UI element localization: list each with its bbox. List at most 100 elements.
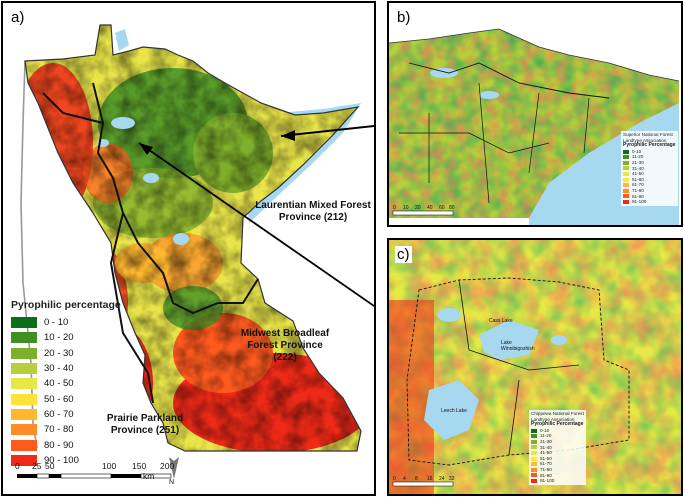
north-arrow-a [169,457,179,479]
panel-b-scale-tick: 0 [393,205,396,211]
legend-a-label: 40 - 50 [44,378,74,390]
lake-label-leech: Leech Lake [441,408,467,414]
panel-b-scale-tick: 40 [427,205,433,211]
legend-c-assoc: Landtype Association [531,416,575,422]
scale-tick-50: 50 [45,461,55,471]
legend-a-swatch [11,454,37,466]
panel-b-scale-tick: 10 [403,205,409,211]
panel-c-scale-tick: 0 [393,476,396,482]
province-border-251 [109,212,154,404]
legend-a-title: Pyrophilic percentage [11,299,121,311]
legend-a-item: 50 - 60 [11,391,121,406]
legend-a-item: 0 - 10 [11,315,121,330]
lake-winnibigoshish [479,320,539,360]
legend-c: Chippewa National Forest Landtype Associ… [529,410,586,485]
legend-a-label: 30 - 40 [44,363,74,375]
legend-c-title: Pyrophilic Percentage [531,421,584,428]
scale-tick-0: 0 [15,461,20,471]
province-label-laurentian: Laurentian Mixed Forest Province (212) [255,200,371,223]
province-border-212 [92,82,259,315]
panel-c-legend-item: 81-90 [531,473,584,479]
legend-a-swatch [11,393,37,405]
legend-a-item: 20 - 30 [11,346,121,361]
panel-c-label: c) [395,246,412,263]
legend-a-label: 20 - 30 [44,347,74,359]
legend-a-swatch [11,347,37,359]
panel-c-legend-item: 61-70 [531,461,584,467]
panel-b-legend-item: 91-100 [623,199,676,205]
panel-c-scale-tick: 32 [449,476,455,482]
province-label-midwest: Midwest Broadleaf Forest Province (222) [240,328,330,363]
legend-a-label: 60 - 70 [44,408,74,420]
legend-a-label: 0 - 10 [44,317,69,329]
minnesota-map-svg [17,24,374,479]
panel-b-legend-item: 21-30 [623,160,676,166]
legend-a-label: 10 - 20 [44,332,74,344]
legend-a-item: 80 - 90 [11,437,121,452]
panel-c-legend-item: 0-10 [531,428,584,434]
legend-a-item: 10 - 20 [11,330,121,345]
scale-tick-25: 25 [32,461,42,471]
legend-a-swatch [11,317,37,329]
panel-c-legend-item: 11-20 [531,433,584,439]
legend-a-swatch [11,439,37,451]
panel-b-legend-item: 41-50 [623,171,676,177]
panel-a-statewide-map: a) Pyrophilic percentage 0 - 10 10 - 20 20… [1,1,376,496]
panel-b-legend-item: 11-20 [623,154,676,160]
panel-b-legend-item: 31-40 [623,166,676,172]
legend-a-label: 80 - 90 [44,439,74,451]
panel-c-scale-tick: 4 [403,476,406,482]
lake-label-cass: Cass Lake [489,318,513,324]
legend-a-item: 70 - 80 [11,422,121,437]
panel-b-scale-tick: 80 [449,205,455,211]
legend-a-item: 40 - 50 [11,376,121,391]
legend-a-label: 70 - 80 [44,424,74,436]
panel-c-legend-item: 41-50 [531,450,584,456]
legend-b-title: Pyrophilic Percentage [623,142,676,149]
panel-c-legend-item: 91-100 [531,478,584,484]
arrow-to-inset-b [280,124,374,137]
legend-a-item: 60 - 70 [11,407,121,422]
north-label: N [169,479,175,486]
legend-b-assoc: Landtype Association [623,137,667,143]
legend-a: Pyrophilic percentage 0 - 10 10 - 20 20 - … [11,299,121,468]
scale-tick-200: 200 [160,461,175,471]
panel-b-legend-item: 71-80 [623,188,676,194]
cass-lake [437,308,461,322]
lake-label-winnibigoshish: Lake Winnibigoshish [501,340,535,352]
panel-c-scale-tick: 24 [439,476,445,482]
panel-c-legend-item: 51-60 [531,456,584,462]
panel-c-legend-item: 71-80 [531,467,584,473]
legend-a-swatch [11,424,37,436]
scale-tick-100: 100 [102,461,117,471]
legend-a-label: 50 - 60 [44,393,74,405]
panel-a-label: a) [9,9,27,26]
legend-a-swatch [11,332,37,344]
province-label-prairie: Prairie Parkland Province (251) [106,413,184,436]
legend-a-item: 90 - 100 [11,453,121,468]
scale-bar-a [17,473,172,479]
legend-a-swatch [11,408,37,420]
legend-a-item: 30 - 40 [11,361,121,376]
panel-b-scale-tick: 60 [439,205,445,211]
panel-b-legend-item: 81-90 [623,194,676,200]
legend-b: Superior National Forest Landtype Associ… [621,131,678,206]
panel-b-legend-item: 0-10 [623,149,676,155]
panel-b-legend-item: 51-60 [623,177,676,183]
panel-b-scale-tick: 20 [415,205,421,211]
panel-b-superior-inset: b) Superior National Forest Landtype Ass… [387,1,683,227]
panel-c-legend-item: 21-30 [531,439,584,445]
leech-lake [424,380,479,440]
scale-tick-150: 150 [132,461,147,471]
legend-a-swatch [11,378,37,390]
panel-c-scale-tick: 16 [427,476,433,482]
legend-c-boundary: Chippewa National Forest [531,411,584,416]
legend-a-label: 90 - 100 [44,454,79,466]
panel-c-chippewa-inset: c) Cass Lake Lake Winnibigoshish Leech L… [387,238,683,496]
panel-b-label: b) [395,9,413,26]
scale-unit: km [143,471,155,481]
panel-c-legend-item: 31-40 [531,445,584,451]
legend-a-swatch [11,363,37,375]
legend-b-boundary: Superior National Forest [623,132,673,137]
arrow-to-inset-c [138,142,374,308]
